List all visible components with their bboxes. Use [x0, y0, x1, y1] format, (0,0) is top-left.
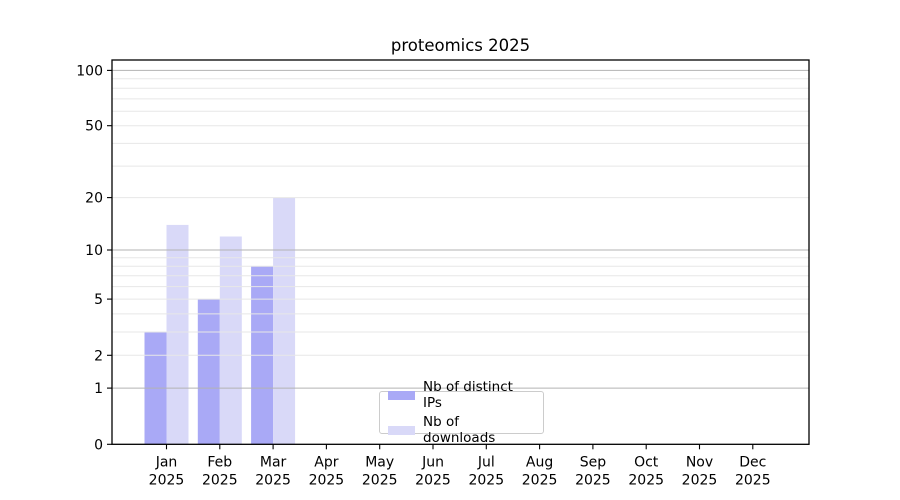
x-tick-label-year: 2025 [522, 472, 558, 488]
x-tick-label-month: Oct [634, 454, 659, 470]
y-tick-label: 50 [85, 119, 103, 135]
x-tick-label-year: 2025 [309, 472, 345, 488]
y-tick-label: 20 [85, 191, 103, 207]
legend-item-distinct-ips: Nb of distinct IPs [388, 379, 535, 411]
legend-item-downloads: Nb of downloads [388, 414, 535, 446]
y-tick-label: 100 [76, 63, 103, 79]
legend-swatch-downloads [388, 425, 415, 435]
x-tick-label-month: Jun [421, 454, 444, 470]
x-tick-label-month: Feb [207, 454, 232, 470]
x-tick-label-month: Jul [477, 454, 495, 470]
x-tick-label-month: Sep [580, 454, 607, 470]
bar-downloads-feb [219, 236, 242, 445]
y-tick-label: 1 [94, 381, 103, 397]
bar-downloads-mar [273, 197, 296, 445]
y-tick-label: 5 [94, 292, 103, 308]
legend-label-distinct-ips: Nb of distinct IPs [423, 379, 513, 411]
x-tick-label-month: Mar [260, 454, 287, 470]
x-tick-label-year: 2025 [149, 472, 185, 488]
y-tick-label: 0 [94, 437, 103, 453]
bar-distinct-ips-feb [197, 299, 220, 445]
x-tick-label-year: 2025 [575, 472, 611, 488]
x-tick-label-month: Jan [155, 454, 178, 470]
y-tick-label: 10 [85, 243, 103, 259]
x-tick-label-year: 2025 [202, 472, 238, 488]
legend-swatch-distinct-ips [388, 390, 415, 400]
x-tick-label-year: 2025 [362, 472, 398, 488]
x-tick-label-year: 2025 [628, 472, 664, 488]
x-tick-label-month: May [365, 454, 394, 470]
y-tick-label: 2 [94, 348, 103, 364]
x-tick-label-month: Dec [739, 454, 766, 470]
x-tick-label-year: 2025 [468, 472, 504, 488]
legend: Nb of distinct IPs Nb of downloads [379, 379, 544, 446]
x-tick-label-month: Aug [526, 454, 553, 470]
x-tick-label-year: 2025 [735, 472, 771, 488]
x-tick-label-month: Nov [686, 454, 713, 470]
chart-title: proteomics 2025 [390, 36, 531, 55]
plot-border [111, 59, 810, 445]
x-tick-label-year: 2025 [415, 472, 451, 488]
x-tick-label-year: 2025 [682, 472, 718, 488]
legend-label-downloads: Nb of downloads [423, 414, 496, 446]
x-tick-label-month: Apr [314, 454, 338, 470]
bar-downloads-jan [166, 224, 189, 445]
x-tick-label-year: 2025 [255, 472, 291, 488]
